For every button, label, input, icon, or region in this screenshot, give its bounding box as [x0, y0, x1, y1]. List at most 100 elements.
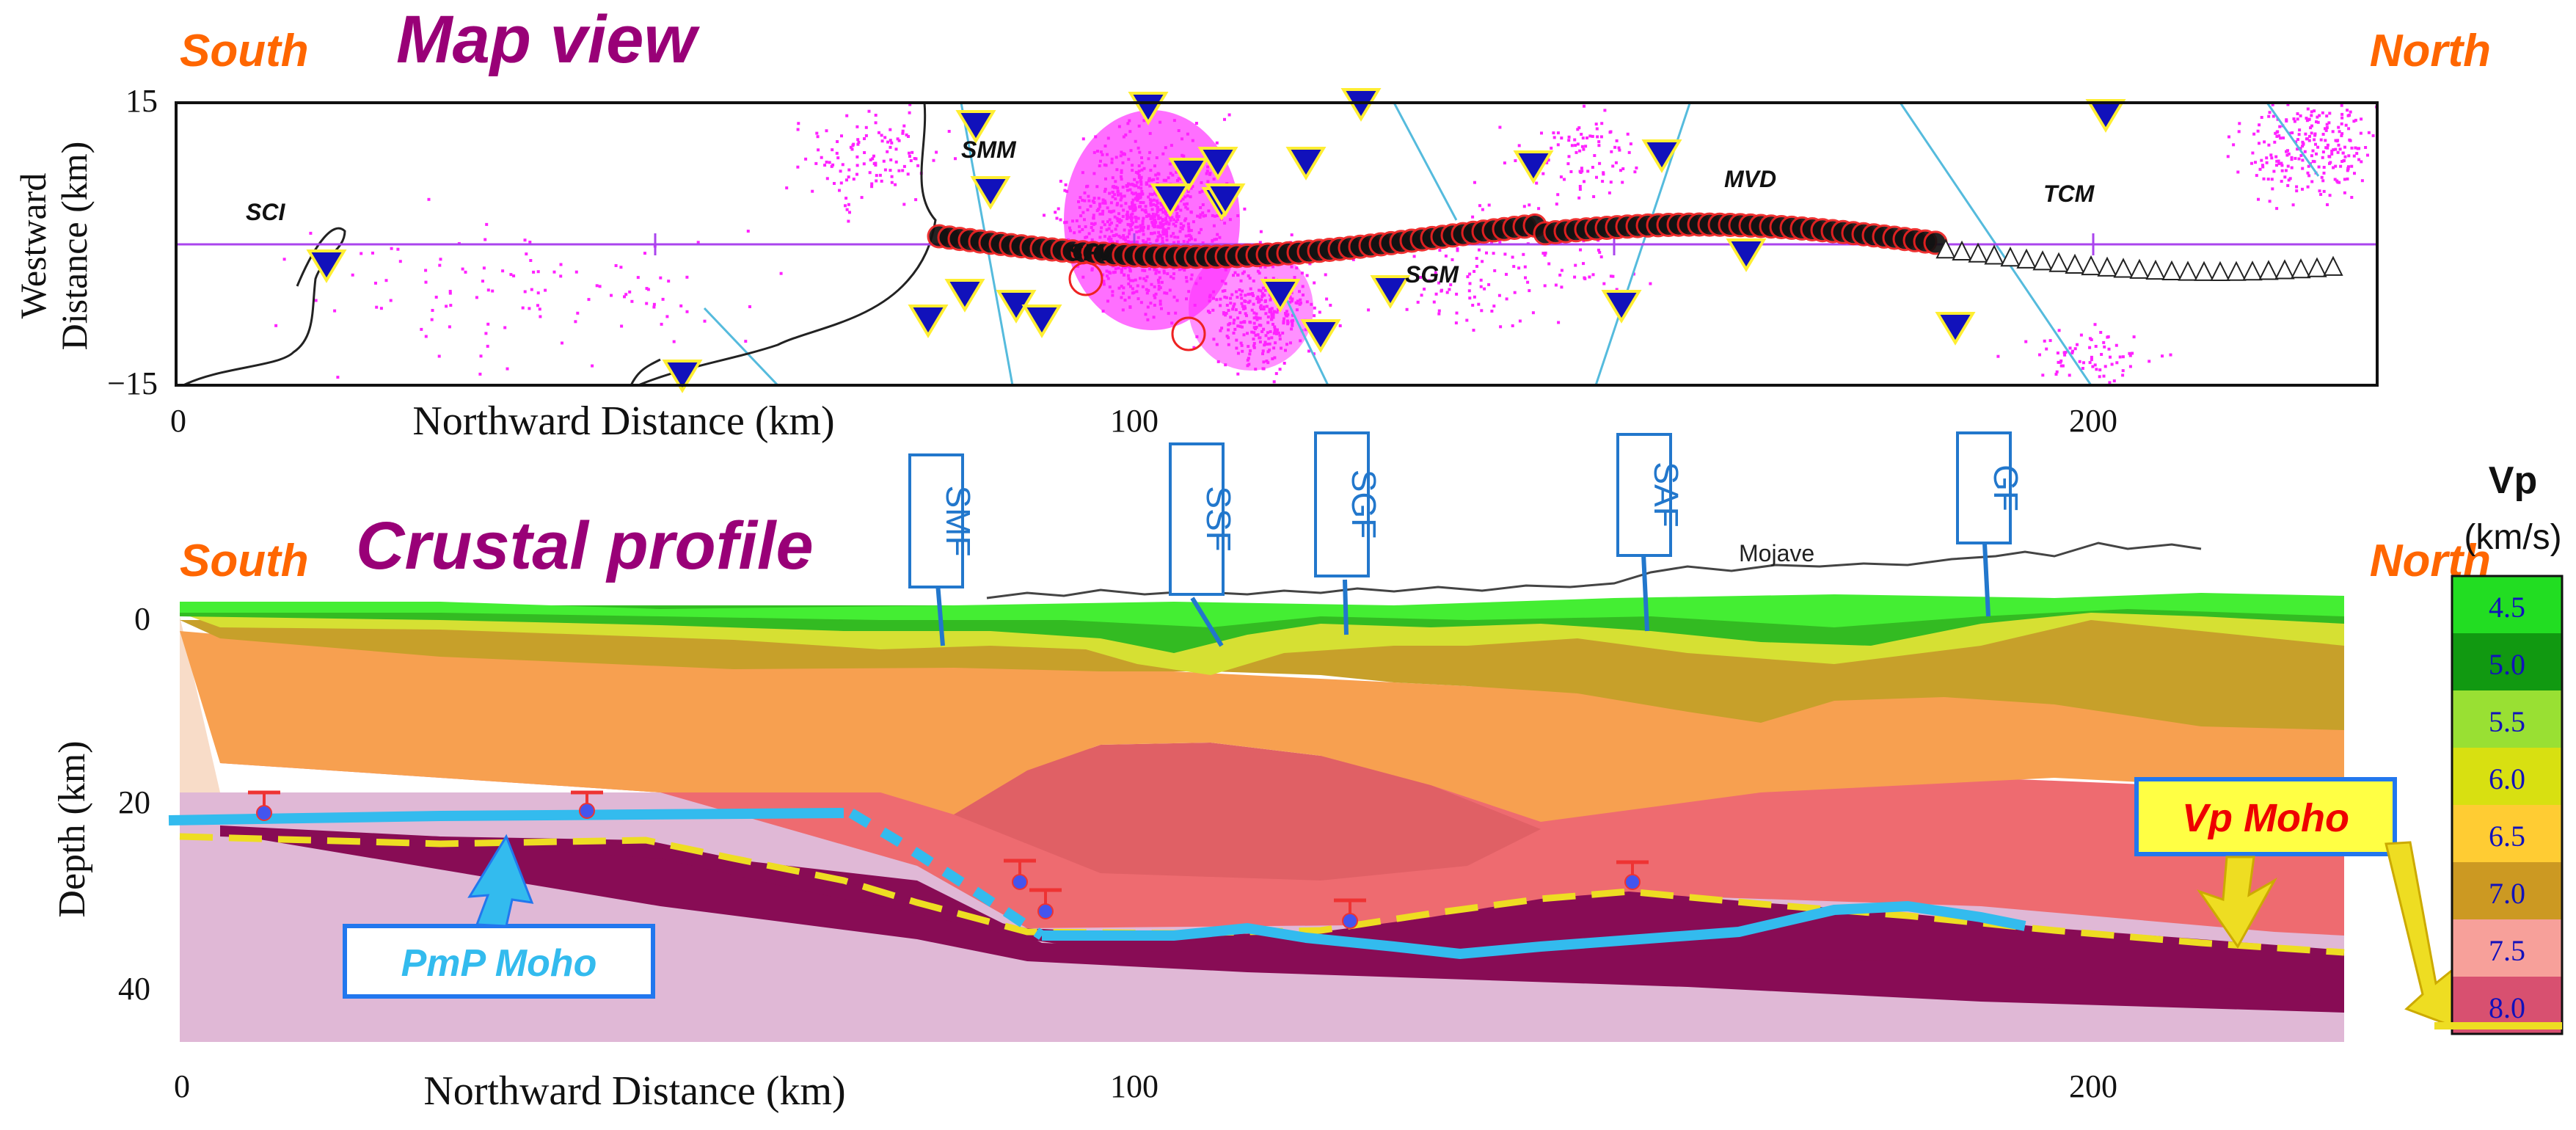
seismicity-point — [1456, 249, 1459, 252]
map-north-label: North — [2370, 26, 2491, 76]
seismicity-point — [2305, 137, 2309, 141]
seismicity-point — [796, 128, 800, 131]
seismicity-point — [2366, 153, 2369, 157]
seismicity-point — [1329, 304, 1332, 307]
seismicity-point — [2121, 355, 2125, 359]
seismicity-point — [2347, 154, 2351, 158]
seismicity-point — [2338, 147, 2342, 151]
seismicity-point — [374, 281, 377, 285]
fault-saf-trace — [1641, 553, 1649, 632]
seismicity-point — [856, 142, 860, 146]
pmp-pick — [256, 805, 272, 821]
seismicity-point — [2340, 160, 2344, 163]
seismicity-point — [1595, 175, 1598, 179]
profile-x-tick: 0 — [174, 1068, 190, 1104]
seismicity-point — [828, 161, 831, 164]
seismicity-point — [2115, 361, 2119, 365]
seismicity-point — [2332, 148, 2335, 152]
seismicity-point — [2024, 387, 2027, 390]
seismicity-point — [2324, 128, 2328, 132]
map-x-tick: 200 — [2069, 403, 2117, 439]
seismicity-point — [2301, 140, 2305, 144]
seismicity-point — [2110, 362, 2114, 366]
seismicity-point — [2294, 84, 2297, 87]
seismicity-point — [2076, 343, 2079, 346]
seismicity-point — [2169, 353, 2172, 357]
map-shot-points — [927, 212, 2343, 351]
seismicity-point — [1338, 324, 1342, 327]
seismicity-point — [845, 208, 849, 211]
mid-crust-layer — [180, 631, 2344, 822]
seismicity-point — [1544, 251, 1547, 255]
seismicity-point — [827, 85, 830, 88]
seismicity-point — [2350, 196, 2354, 199]
station-marker — [1513, 150, 1554, 184]
seismicity-point — [512, 274, 516, 277]
seismicity-point — [1531, 311, 1535, 315]
seismicity-point — [947, 130, 951, 133]
seismicity-point — [1566, 162, 1570, 166]
seismicity-point — [314, 299, 318, 302]
seismicity-point — [1493, 269, 1497, 272]
seismicity-point — [2237, 130, 2241, 134]
seismicity-point — [1423, 288, 1426, 291]
seismicity-point — [389, 299, 393, 302]
vp-moho-lower-crust — [220, 829, 2344, 998]
seismicity-point — [2316, 120, 2320, 124]
seismicity-point — [2364, 146, 2368, 149]
seismicity-point — [598, 285, 602, 288]
seismicity-point — [2286, 103, 2290, 106]
seismicity-point — [2268, 111, 2272, 114]
seismicity-point — [2272, 170, 2276, 173]
seismicity-point — [479, 354, 483, 358]
seismicity-point — [2275, 164, 2278, 167]
seismicity-point — [587, 298, 591, 302]
seismicity-point — [2321, 133, 2325, 136]
seismicity-point — [521, 306, 525, 310]
seismicity-point — [645, 287, 649, 291]
seismicity-core — [1189, 246, 1313, 371]
seismicity-point — [880, 179, 883, 183]
seismicity-point — [2332, 86, 2335, 89]
colorbar-segment — [2452, 919, 2562, 977]
seismicity-point — [2367, 131, 2371, 134]
seismicity-point — [620, 324, 624, 328]
seismicity-point — [871, 157, 875, 161]
seismicity-point — [1054, 211, 1057, 214]
colorbar-value: 4.5 — [2489, 591, 2525, 624]
seismicity-point — [2310, 124, 2313, 128]
seismicity-point — [1305, 274, 1309, 277]
seismicity-point — [2340, 132, 2344, 136]
seismicity-point — [561, 341, 563, 345]
seismicity-point — [1420, 294, 1423, 297]
seismicity-point — [2107, 347, 2111, 351]
station-marker — [1935, 312, 1976, 346]
seismicity-point — [1583, 180, 1586, 183]
seismicity-point — [1540, 131, 1543, 135]
seismicity-point — [1437, 281, 1441, 285]
seismicity-point — [1192, 346, 1196, 349]
seismicity-point — [906, 172, 910, 176]
seismicity-point — [1480, 309, 1484, 313]
seismicity-point — [2322, 189, 2326, 193]
seismicity-point — [911, 150, 914, 154]
seismicity-point — [2236, 170, 2240, 174]
seismicity-point — [2324, 139, 2327, 142]
seismicity-point — [2099, 331, 2103, 334]
profile-title: Crustal profile — [356, 508, 814, 583]
seismicity-point — [1541, 252, 1545, 255]
seismicity-point — [1468, 296, 1472, 300]
seismicity-point — [2295, 189, 2299, 193]
seismicity-point — [536, 291, 540, 295]
seismicity-point — [2293, 120, 2296, 123]
station-marker — [1300, 319, 1341, 353]
seismicity-point — [574, 320, 577, 324]
seismicity-point — [1523, 265, 1527, 269]
seismicity-point — [1584, 145, 1588, 148]
seismicity-point — [916, 164, 920, 167]
map-y-tick: 15 — [125, 83, 158, 119]
seismicity-point — [595, 284, 599, 288]
seismicity-point — [685, 275, 689, 279]
seismicity-point — [2338, 181, 2341, 184]
seismicity-point — [2038, 353, 2041, 357]
